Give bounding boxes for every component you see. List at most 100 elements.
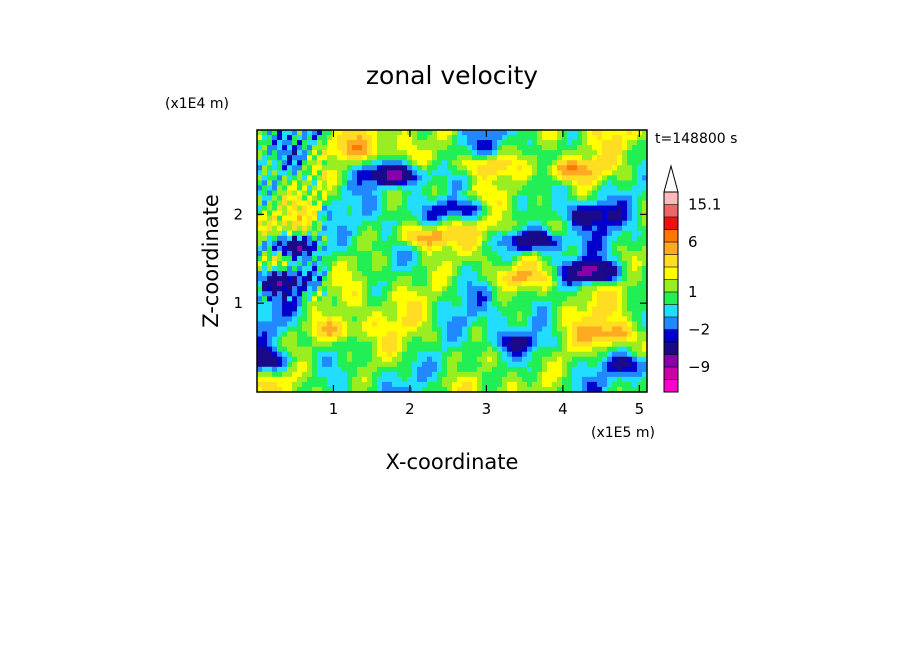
field-cell	[397, 301, 403, 307]
field-cell	[317, 180, 323, 187]
field-cell	[257, 205, 263, 212]
field-cell	[367, 286, 373, 292]
field-cell	[287, 190, 293, 197]
field-cell	[257, 281, 263, 287]
field-cell	[542, 230, 548, 237]
field-cell	[552, 291, 558, 297]
field-cell	[442, 190, 448, 197]
field-cell	[272, 336, 278, 343]
field-cell	[447, 336, 453, 343]
field-cell	[307, 195, 313, 202]
field-cell	[547, 351, 553, 358]
field-cell	[617, 286, 623, 292]
field-cell	[577, 286, 583, 292]
field-cell	[567, 296, 573, 302]
field-cell	[332, 145, 338, 151]
field-cell	[312, 376, 318, 383]
field-cell	[527, 271, 533, 277]
field-cell	[627, 386, 633, 392]
field-cell	[627, 235, 633, 242]
field-cell	[597, 346, 603, 353]
field-cell	[642, 316, 647, 323]
field-cell	[457, 336, 463, 343]
field-cell	[577, 255, 583, 262]
field-cell	[282, 311, 288, 318]
field-cell	[282, 165, 288, 171]
field-cell	[622, 250, 628, 257]
field-cell	[557, 235, 563, 242]
field-cell	[427, 145, 433, 151]
field-cell	[337, 261, 343, 267]
field-cell	[542, 170, 548, 176]
field-cell	[457, 351, 463, 358]
field-cell	[392, 286, 398, 292]
field-cell	[462, 150, 468, 156]
field-cell	[542, 140, 548, 146]
field-cell	[522, 331, 528, 338]
field-cell	[397, 240, 403, 247]
field-cell	[592, 326, 598, 333]
field-cell	[457, 371, 463, 378]
field-cell	[397, 386, 403, 392]
field-cell	[482, 341, 488, 348]
field-cell	[427, 331, 433, 338]
field-cell	[477, 276, 483, 282]
field-cell	[522, 321, 528, 328]
field-cell	[492, 230, 498, 237]
field-cell	[332, 175, 338, 181]
field-cell	[457, 245, 463, 252]
field-cell	[597, 261, 603, 267]
field-cell	[397, 175, 403, 181]
field-cell	[397, 306, 403, 312]
field-cell	[322, 185, 328, 192]
field-cell	[342, 215, 348, 222]
field-cell	[387, 170, 393, 176]
field-cell	[627, 225, 633, 232]
field-cell	[377, 220, 383, 227]
field-cell	[502, 155, 508, 161]
field-cell	[622, 276, 628, 282]
field-cell	[522, 205, 528, 212]
field-cell	[432, 286, 438, 292]
field-cell	[337, 215, 343, 222]
field-cell	[287, 170, 293, 176]
field-cell	[342, 235, 348, 242]
field-cell	[547, 240, 553, 247]
field-cell	[282, 135, 288, 141]
field-cell	[512, 210, 518, 217]
field-cell	[577, 225, 583, 232]
field-cell	[367, 296, 373, 302]
field-cell	[557, 170, 563, 176]
field-cell	[257, 160, 263, 166]
field-cell	[512, 276, 518, 282]
field-cell	[397, 255, 403, 262]
field-cell	[527, 266, 533, 272]
field-cell	[602, 321, 608, 328]
field-cell	[622, 180, 628, 187]
field-cell	[542, 321, 548, 328]
field-cell	[267, 140, 273, 146]
field-cell	[537, 250, 543, 257]
field-cell	[537, 386, 543, 392]
field-cell	[362, 316, 368, 323]
field-cell	[537, 356, 543, 363]
field-cell	[622, 170, 628, 176]
field-cell	[257, 230, 263, 237]
field-cell	[497, 356, 503, 363]
field-cell	[592, 235, 598, 242]
field-cell	[397, 155, 403, 161]
field-cell	[257, 250, 263, 257]
field-cell	[432, 235, 438, 242]
field-cell	[287, 291, 293, 297]
field-cell	[567, 381, 573, 388]
field-cell	[312, 210, 318, 217]
field-cell	[582, 190, 588, 197]
field-cell	[257, 266, 263, 272]
field-cell	[482, 371, 488, 378]
field-cell	[302, 205, 308, 212]
field-cell	[612, 326, 618, 333]
field-cell	[407, 331, 413, 338]
field-cell	[482, 180, 488, 187]
field-cell	[527, 331, 533, 338]
field-cell	[572, 321, 578, 328]
